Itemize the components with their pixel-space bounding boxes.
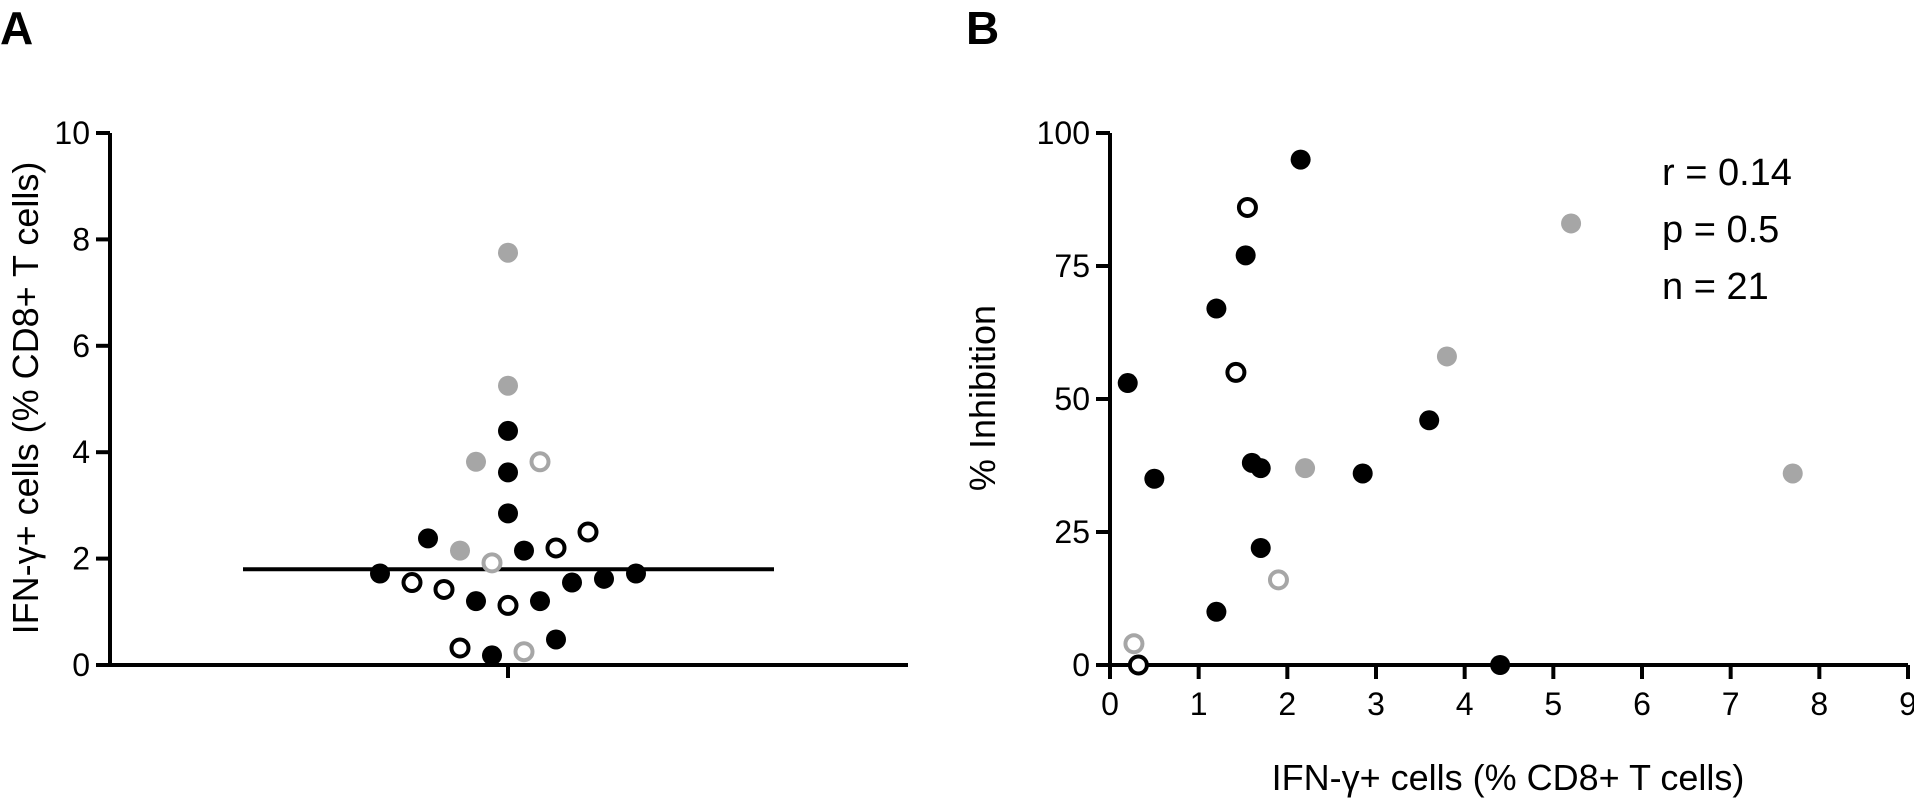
data-point	[1250, 537, 1271, 558]
stats-n: n = 21	[1662, 266, 1769, 308]
data-point	[433, 578, 455, 600]
data-point	[1206, 601, 1227, 622]
data-point	[1290, 149, 1311, 170]
panel-a: A 0 2 4 6 8 10 IFN-γ+ cells (% CD8+ T cells)	[0, 2, 908, 683]
panel-b-x-axis-title: IFN-γ+ cells (% CD8+ T cells)	[1272, 757, 1745, 798]
data-point	[562, 572, 582, 593]
panel-b: B 0 25 50 75 100 0 1 2 3 4 5 6 7 8 9 % Inhibition IFN…	[962, 2, 1914, 798]
data-point	[594, 568, 614, 589]
data-point	[1352, 463, 1373, 484]
data-point	[498, 375, 518, 396]
data-point	[529, 451, 551, 473]
data-point	[513, 641, 535, 663]
data-point	[1117, 373, 1138, 394]
data-point	[1206, 298, 1227, 319]
x-tick-label: 6	[1633, 686, 1651, 722]
stats-p: p = 0.5	[1662, 209, 1779, 251]
x-tick-label: 4	[1456, 686, 1474, 722]
stats-r: r = 0.14	[1662, 152, 1792, 194]
y-tick-label: 0	[1072, 647, 1090, 683]
panel-b-stats: r = 0.14 p = 0.5 n = 21	[1662, 152, 1792, 308]
data-point	[1225, 361, 1247, 383]
x-tick-label: 8	[1810, 686, 1828, 722]
data-point	[1490, 655, 1511, 675]
data-point	[401, 572, 423, 594]
panel-b-y-axis-title: % Inhibition	[962, 305, 1003, 491]
data-point	[626, 563, 646, 584]
y-tick-label: 25	[1054, 514, 1090, 550]
panel-b-letter: B	[966, 2, 999, 54]
data-point	[1123, 633, 1145, 655]
panel-a-y-ticks: 0 2 4 6 8 10	[54, 115, 110, 683]
data-point	[498, 503, 518, 524]
data-point	[450, 540, 470, 561]
data-point	[577, 521, 599, 543]
data-point	[514, 540, 534, 561]
data-point	[498, 242, 518, 263]
x-tick-label: 1	[1190, 686, 1208, 722]
data-point	[418, 528, 438, 549]
panel-a-points	[370, 242, 646, 666]
data-point	[1144, 468, 1165, 489]
panel-a-letter: A	[0, 2, 33, 54]
data-point	[1250, 458, 1271, 479]
y-tick-label: 6	[72, 328, 90, 364]
y-tick-label: 50	[1054, 381, 1090, 417]
data-point	[1236, 196, 1258, 218]
data-point	[370, 563, 390, 584]
data-point	[1267, 569, 1289, 591]
x-tick-label: 5	[1544, 686, 1562, 722]
x-tick-label: 2	[1278, 686, 1296, 722]
y-tick-label: 75	[1054, 248, 1090, 284]
x-tick-label: 7	[1722, 686, 1740, 722]
data-point	[1295, 458, 1316, 479]
data-point	[1436, 346, 1457, 367]
data-point	[1561, 213, 1582, 234]
x-tick-label: 9	[1899, 686, 1914, 722]
panel-a-y-axis-title: IFN-γ+ cells (% CD8+ T cells)	[5, 162, 46, 635]
data-point	[449, 637, 471, 659]
data-point	[498, 462, 518, 483]
y-tick-label: 10	[54, 115, 90, 151]
y-tick-label: 8	[72, 221, 90, 257]
y-tick-label: 2	[72, 541, 90, 577]
x-tick-label: 0	[1101, 686, 1119, 722]
y-tick-label: 0	[72, 647, 90, 683]
y-tick-label: 4	[72, 434, 90, 470]
data-point	[482, 645, 502, 666]
data-point	[530, 591, 550, 612]
data-point	[466, 591, 486, 612]
data-point	[1782, 463, 1803, 484]
y-tick-label: 100	[1037, 115, 1090, 151]
data-point	[481, 552, 503, 574]
data-point	[466, 451, 486, 472]
data-point	[545, 537, 567, 559]
panel-b-x-ticks: 0 1 2 3 4 5 6 7 8 9	[1101, 665, 1914, 722]
data-point	[546, 629, 566, 650]
panel-b-y-ticks: 0 25 50 75 100	[1037, 115, 1110, 683]
data-point	[1235, 245, 1256, 266]
panel-b-points	[1117, 149, 1803, 676]
x-tick-label: 3	[1367, 686, 1385, 722]
data-point	[1127, 654, 1149, 676]
data-point	[1419, 410, 1440, 431]
data-point	[498, 420, 518, 441]
data-point	[497, 594, 519, 616]
